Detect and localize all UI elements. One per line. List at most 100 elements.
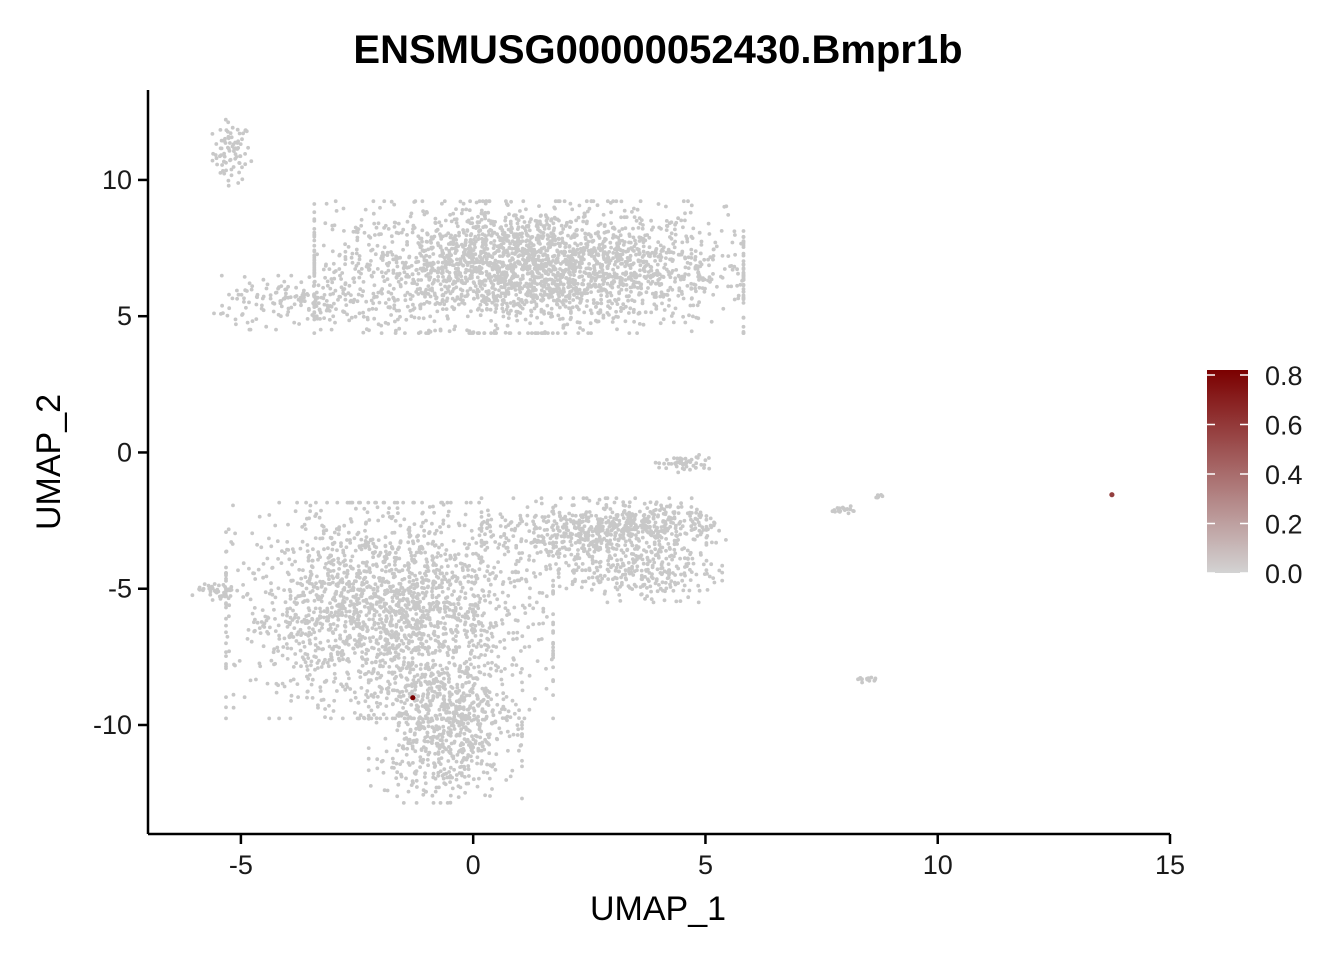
cell-point (541, 264, 546, 269)
cell-point (218, 146, 223, 151)
cell-point (373, 582, 378, 587)
cell-point (458, 199, 463, 204)
cell-point (384, 601, 389, 606)
cell-point (504, 237, 509, 241)
cell-point (421, 209, 425, 214)
cell-point (263, 590, 268, 595)
cell-point (688, 261, 693, 266)
cell-point (558, 277, 562, 282)
cell-point (321, 661, 325, 666)
cell-point (648, 264, 653, 269)
cell-point (365, 510, 370, 515)
cell-point (387, 665, 392, 669)
cell-point (347, 500, 352, 505)
cell-point (465, 289, 470, 293)
cell-point (475, 603, 480, 608)
cell-point (488, 600, 493, 605)
cell-point (409, 634, 413, 639)
cell-point (382, 592, 387, 597)
cell-point (556, 199, 561, 204)
cell-point (490, 286, 495, 290)
cell-point (510, 268, 515, 273)
cell-point (392, 299, 397, 303)
cell-point (541, 606, 546, 611)
cell-point (252, 606, 257, 610)
cell-point (366, 695, 370, 700)
cell-point (410, 230, 415, 235)
cell-point (279, 561, 284, 565)
cell-point (422, 586, 426, 591)
cell-point (425, 649, 430, 654)
cell-point (639, 282, 644, 287)
cell-point (306, 633, 311, 638)
cell-point (312, 238, 317, 243)
cell-point (577, 254, 581, 259)
cell-point (738, 282, 743, 287)
cell-point (291, 550, 296, 554)
cell-point (327, 658, 332, 662)
cell-point (224, 666, 228, 671)
cell-point (514, 663, 519, 667)
cell-point (470, 622, 475, 627)
cell-point (424, 639, 429, 644)
cell-point (395, 595, 400, 599)
cell-point (471, 280, 476, 284)
cell-point (656, 240, 661, 245)
cell-point (470, 609, 475, 614)
cell-point (468, 286, 473, 291)
cell-point (450, 630, 455, 635)
cell-point (378, 579, 382, 583)
cell-point (498, 238, 502, 243)
cell-point (611, 199, 615, 204)
cell-point (481, 250, 486, 255)
cell-point (673, 222, 677, 227)
cell-point (346, 291, 351, 296)
cell-point (420, 652, 425, 657)
cell-point (499, 669, 504, 674)
chart-title: ENSMUSG00000052430.Bmpr1b (353, 28, 962, 72)
cell-point (629, 289, 633, 294)
cell-point (371, 617, 375, 622)
cell-point (300, 631, 305, 636)
cell-point (552, 253, 557, 258)
cell-point (381, 576, 386, 581)
cell-point (307, 608, 312, 613)
cell-point (268, 293, 273, 298)
cell-point (404, 317, 409, 322)
cell-point (668, 285, 673, 290)
cell-point (453, 639, 458, 643)
cell-point (631, 226, 635, 231)
cell-point (420, 199, 425, 204)
cell-point (659, 282, 664, 287)
cell-point (307, 630, 312, 635)
cell-point (505, 608, 510, 613)
cell-point (421, 316, 426, 321)
cell-point (627, 240, 631, 245)
cell-point (488, 278, 493, 283)
cell-point (497, 604, 501, 609)
cell-point (482, 331, 487, 335)
cell-point (464, 233, 469, 238)
cell-point (433, 662, 438, 667)
cell-point (654, 307, 659, 311)
cell-point (608, 240, 613, 245)
cell-point (320, 626, 324, 630)
cell-point (357, 254, 362, 258)
cell-point (631, 235, 636, 240)
cell-point (288, 716, 293, 721)
cell-point (556, 313, 561, 318)
cell-point (219, 153, 224, 158)
cell-point (390, 716, 395, 721)
cell-point (677, 286, 682, 291)
cell-point (699, 243, 704, 247)
cell-point (504, 199, 508, 204)
cell-point (299, 303, 303, 308)
cell-point (533, 261, 538, 266)
cell-point (303, 652, 308, 656)
cell-point (527, 707, 532, 712)
cell-point (295, 682, 300, 686)
cell-point (431, 601, 436, 605)
cell-point (426, 272, 430, 276)
cell-point (525, 266, 529, 271)
cell-point (487, 776, 492, 781)
